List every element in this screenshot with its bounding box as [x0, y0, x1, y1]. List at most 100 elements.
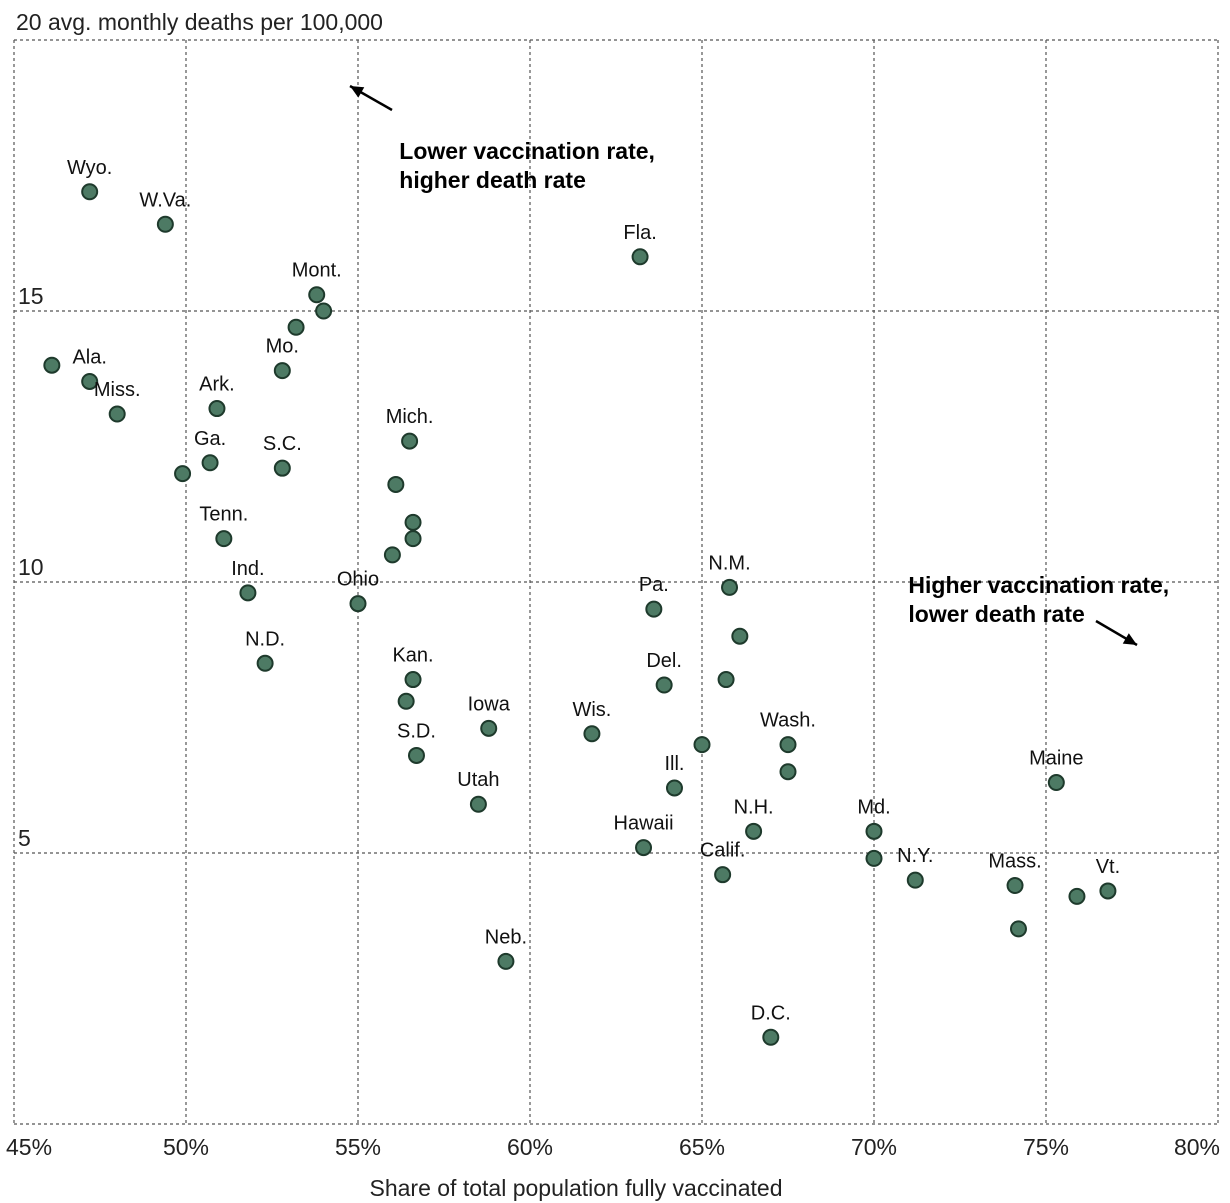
data-point — [81, 372, 99, 390]
data-point — [397, 692, 415, 710]
data-point — [383, 546, 401, 564]
data-point — [404, 513, 422, 531]
data-point — [762, 1028, 780, 1046]
point-label: Kan. — [392, 645, 433, 667]
y-tick-label: 10 — [18, 554, 44, 580]
data-point — [665, 779, 683, 797]
point-label: N.Y. — [897, 845, 933, 867]
point-label: Hawaii — [614, 813, 674, 835]
annotation-layer: Lower vaccination rate, higher death rate… — [349, 84, 1169, 647]
point-label: Calif. — [700, 840, 746, 862]
data-point — [108, 405, 126, 423]
data-point — [635, 839, 653, 857]
arrowhead — [350, 86, 365, 98]
data-point — [273, 459, 291, 477]
arrowhead — [1122, 633, 1137, 645]
data-point — [717, 671, 735, 689]
data-point — [308, 286, 326, 304]
data-point — [201, 454, 219, 472]
data-point — [714, 866, 732, 884]
data-point — [497, 952, 515, 970]
point-label: Ind. — [231, 558, 264, 580]
data-point — [721, 578, 739, 596]
point-label: Del. — [646, 650, 682, 672]
data-point — [273, 362, 291, 380]
point-label: D.C. — [751, 1002, 791, 1024]
point-label: Fla. — [623, 222, 656, 244]
data-point — [43, 356, 61, 374]
data-point — [174, 465, 192, 483]
point-label: S.C. — [263, 433, 302, 455]
point-label: Md. — [857, 796, 890, 818]
data-point — [583, 725, 601, 743]
x-tick-label: 60% — [507, 1134, 553, 1160]
data-point — [404, 530, 422, 548]
data-point — [1047, 774, 1065, 792]
data-point — [745, 822, 763, 840]
point-label: N.D. — [245, 628, 285, 650]
data-point — [906, 871, 924, 889]
data-point — [1006, 877, 1024, 895]
point-label: Neb. — [485, 926, 527, 948]
point-label: Mass. — [988, 851, 1041, 873]
data-point — [387, 475, 405, 493]
y-tick-label: 15 — [18, 283, 44, 309]
data-point — [215, 530, 233, 548]
point-label: Iowa — [468, 693, 511, 715]
point-label: Ark. — [199, 374, 235, 396]
data-point — [645, 600, 663, 618]
data-point — [404, 671, 422, 689]
data-point — [208, 400, 226, 418]
data-point — [256, 654, 274, 672]
point-label: W.Va. — [139, 189, 191, 211]
point-label: Utah — [457, 769, 499, 791]
point-label: Mich. — [386, 406, 434, 428]
data-point — [401, 432, 419, 450]
point-label: Wash. — [760, 710, 816, 732]
data-point — [779, 736, 797, 754]
annotation-text: higher death rate — [399, 167, 586, 193]
point-label: Ohio — [337, 569, 379, 591]
data-point — [407, 746, 425, 764]
annotation-text: lower death rate — [908, 601, 1084, 627]
data-point — [693, 736, 711, 754]
point-label: Mont. — [292, 260, 342, 282]
point-label: Vt. — [1096, 856, 1120, 878]
data-point — [315, 302, 333, 320]
point-label: N.H. — [734, 796, 774, 818]
data-point — [349, 595, 367, 613]
data-point — [1099, 882, 1117, 900]
x-tick-label: 75% — [1023, 1134, 1069, 1160]
x-tick-label: 45% — [6, 1134, 52, 1160]
data-point — [655, 676, 673, 694]
data-point — [1068, 887, 1086, 905]
point-label: Tenn. — [199, 504, 248, 526]
point-label: Ill. — [664, 753, 684, 775]
point-label: Pa. — [639, 574, 669, 596]
point-label: Ala. — [72, 346, 106, 368]
point-layer — [43, 183, 1117, 1046]
point-label: Wyo. — [67, 157, 112, 179]
point-label: Wis. — [572, 699, 611, 721]
data-point — [731, 627, 749, 645]
data-point — [480, 719, 498, 737]
data-point — [1009, 920, 1027, 938]
data-point — [631, 248, 649, 266]
point-label: Ga. — [194, 428, 226, 450]
data-point — [865, 822, 883, 840]
x-tick-label: 50% — [163, 1134, 209, 1160]
point-label: S.D. — [397, 720, 436, 742]
tick-layer: 45% 50% 55% 60% 65% 70% 75% 80% 5 10 15 — [6, 283, 1220, 1160]
data-point — [779, 763, 797, 781]
point-label: Miss. — [94, 379, 141, 401]
x-tick-label: 65% — [679, 1134, 725, 1160]
y-axis-title: 20 avg. monthly deaths per 100,000 — [16, 9, 383, 35]
data-point — [239, 584, 257, 602]
x-axis-title: Share of total population fully vaccinat… — [370, 1175, 783, 1201]
data-point — [156, 215, 174, 233]
grid-layer — [13, 39, 1219, 1125]
x-tick-label: 55% — [335, 1134, 381, 1160]
data-point — [469, 795, 487, 813]
data-point — [865, 849, 883, 867]
